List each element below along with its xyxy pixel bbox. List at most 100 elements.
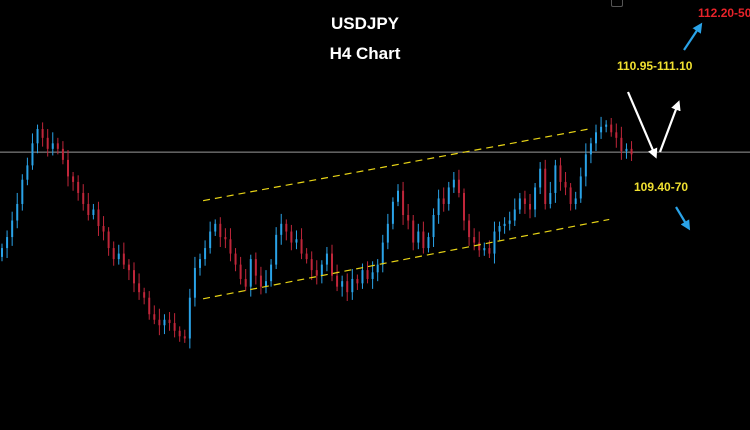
- candle-body: [61, 148, 64, 160]
- candle-body: [564, 181, 567, 188]
- candle-body: [300, 239, 303, 254]
- candle-body: [605, 124, 608, 127]
- chart-subtitle: H4 Chart: [329, 44, 401, 63]
- candle-body: [102, 226, 105, 232]
- candle-body: [463, 192, 465, 221]
- candle-body: [87, 203, 90, 215]
- candle-body: [199, 259, 201, 268]
- candle-body: [630, 148, 633, 155]
- candle-body: [473, 237, 476, 243]
- candle-body: [229, 239, 232, 254]
- projection-arrows: [626, 22, 703, 231]
- candle-body: [133, 270, 135, 284]
- candle-body: [82, 192, 85, 204]
- candle-body: [158, 319, 161, 326]
- candle-body: [574, 198, 577, 204]
- candle-body: [361, 270, 364, 284]
- candle-body: [193, 267, 196, 298]
- candle-body: [97, 209, 100, 227]
- candle-body: [412, 220, 415, 243]
- support-level-label: 109.40-70: [634, 180, 689, 194]
- candle-body: [168, 319, 171, 324]
- candle-body: [498, 226, 501, 232]
- candle-body: [432, 215, 435, 238]
- candle-body: [77, 181, 80, 193]
- candle-body: [381, 242, 384, 265]
- candle-body: [153, 314, 156, 320]
- candles: [1, 116, 633, 349]
- upside-target-label: 112.20-50: [698, 6, 750, 20]
- channel-lower-line: [202, 218, 610, 300]
- candle-body: [107, 231, 110, 249]
- candle-body: [188, 297, 191, 339]
- candle-body: [219, 223, 222, 238]
- candle-body: [148, 297, 151, 315]
- projection-up-arrow: [658, 100, 681, 153]
- candle-body: [402, 190, 405, 215]
- candle-body: [36, 129, 39, 144]
- candle-body: [625, 148, 628, 152]
- candle-body: [209, 231, 212, 249]
- candle-body: [600, 126, 603, 133]
- candle-body: [493, 231, 496, 254]
- channel-upper-line: [202, 128, 590, 202]
- candle-body: [178, 330, 181, 337]
- candle-body: [341, 281, 344, 287]
- candle-body: [427, 237, 430, 249]
- candle-body: [559, 165, 562, 182]
- candle-body: [16, 203, 19, 221]
- candle-body: [386, 223, 389, 243]
- candle-body: [26, 165, 29, 180]
- candle-body: [280, 223, 283, 235]
- candle-body: [437, 198, 440, 215]
- candle-body: [204, 248, 207, 260]
- candle-body: [549, 192, 552, 204]
- candle-body: [310, 259, 313, 271]
- candle-body: [270, 264, 273, 282]
- candle-body: [295, 239, 298, 243]
- candle-body: [31, 143, 34, 166]
- candle-body: [397, 190, 399, 202]
- candle-body: [483, 248, 486, 251]
- candle-body: [620, 137, 623, 152]
- candle-body: [331, 253, 333, 276]
- candle-body: [265, 281, 267, 287]
- candle-body: [534, 187, 537, 210]
- candle-body: [214, 223, 217, 232]
- candle-body: [67, 159, 69, 177]
- chart-title: USDJPY: [330, 14, 400, 33]
- resistance-level-label: 110.95-111.10: [617, 59, 693, 73]
- candle-body: [56, 143, 59, 149]
- candle-body: [452, 179, 455, 188]
- candle-body: [513, 209, 516, 221]
- candle-body: [1, 248, 3, 257]
- candle-body: [183, 336, 186, 339]
- candle-body: [422, 231, 425, 249]
- candle-body: [615, 132, 618, 138]
- candle-body: [508, 220, 511, 224]
- candle-body: [234, 253, 237, 265]
- candle-body: [447, 187, 450, 204]
- candle-body: [41, 129, 44, 138]
- candle-body: [325, 253, 328, 265]
- candle-body: [138, 283, 141, 293]
- candle-body: [468, 220, 471, 238]
- candle-body: [249, 259, 252, 287]
- candle-body: [442, 198, 445, 204]
- candle-body: [478, 242, 481, 251]
- candle-body: [117, 253, 120, 260]
- candle-body: [305, 253, 308, 260]
- candle-body: [366, 270, 369, 279]
- candle-body: [127, 264, 130, 271]
- candle-body: [173, 323, 176, 331]
- candle-body: [21, 179, 24, 204]
- candle-body: [163, 319, 166, 326]
- candle-body: [554, 165, 557, 193]
- candle-body: [244, 278, 247, 287]
- candle-body: [336, 275, 339, 287]
- candle-body: [51, 143, 54, 149]
- candle-body: [259, 275, 262, 287]
- trend-channel: [202, 128, 610, 300]
- candle-body: [11, 220, 14, 238]
